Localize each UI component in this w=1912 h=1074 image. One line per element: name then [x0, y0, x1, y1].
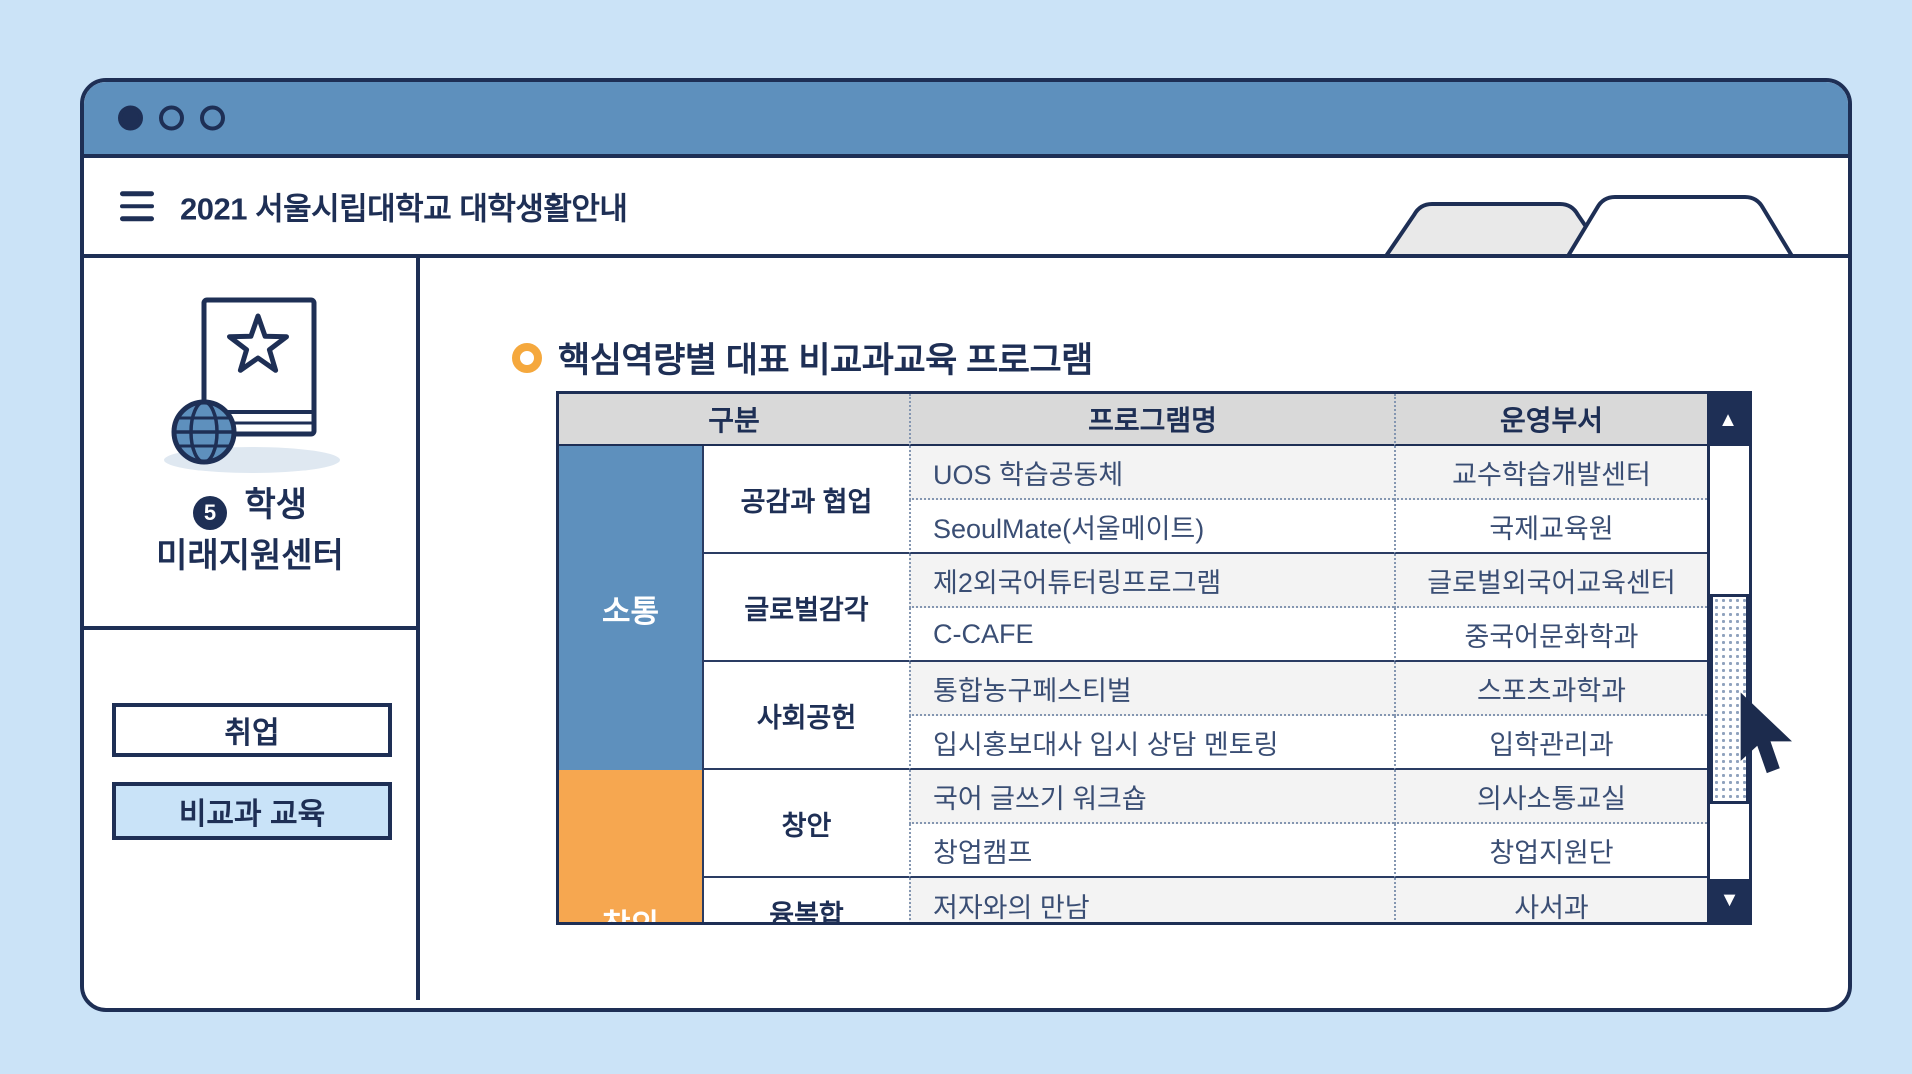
hamburger-menu-icon[interactable]	[120, 191, 154, 221]
book-globe-illustration	[164, 297, 340, 473]
window-dot-3-icon[interactable]	[200, 105, 225, 131]
subcategory-cell: 공감과 협업	[704, 446, 909, 554]
department-cell: 입학관리과	[1394, 716, 1707, 770]
app-title: 2021 서울시립대학교 대학생활안내	[180, 191, 628, 227]
department-cell: 사서과	[1394, 878, 1707, 922]
program-table: 구분 프로그램명 운영부서 ▲ 소통 창의 공감과 협업 글로벌감각 사회공헌 …	[556, 391, 1752, 925]
program-cell: 창업캠프	[909, 824, 1394, 878]
number-5-badge: 5	[192, 495, 227, 530]
window-dot-2-icon[interactable]	[159, 105, 184, 131]
window-controls	[118, 105, 225, 131]
department-cell: 스포츠과학과	[1394, 662, 1707, 716]
program-cell: 저자와의 만남	[909, 878, 1394, 922]
triangle-up-icon: ▲	[1718, 408, 1738, 431]
program-cell: C-CAFE	[909, 608, 1394, 662]
program-cell: 입시홍보대사 입시 상담 멘토링	[909, 716, 1394, 770]
program-cell: 통합농구페스티벌	[909, 662, 1394, 716]
content-area: 5 학생 미래지원센터 취업 비교과 교육 핵심역량별 대표 비교과교육 프로그…	[84, 258, 1848, 1000]
window-titlebar	[84, 82, 1848, 158]
subcategory-cell: 사회공헌	[704, 662, 909, 770]
scroll-down-button[interactable]: ▼	[1710, 879, 1749, 922]
program-cell: SeoulMate(서울메이트)	[909, 500, 1394, 554]
folder-tab-active[interactable]	[1566, 195, 1794, 256]
subcategory-cell: 글로벌감각	[704, 554, 909, 662]
scroll-up-button[interactable]: ▲	[1707, 394, 1749, 446]
program-cell: UOS 학습공동체	[909, 446, 1394, 500]
category-cell-communication: 소통	[559, 446, 704, 770]
star-icon	[227, 313, 289, 373]
mouse-cursor-icon	[1740, 692, 1792, 774]
window-dot-1-icon[interactable]	[118, 105, 143, 131]
subcategory-cell: 융복합	[769, 900, 844, 925]
center-name: 5 학생 미래지원센터	[84, 480, 416, 582]
book-icon	[201, 297, 317, 437]
subcategory-cell: 창안	[704, 770, 909, 878]
department-cell: 중국어문화학과	[1394, 608, 1707, 662]
category-cell-creativity: 창의	[559, 770, 704, 922]
column-header-category: 구분	[559, 394, 909, 446]
sidebar: 5 학생 미래지원센터 취업 비교과 교육	[84, 258, 420, 1000]
browser-window: 2021 서울시립대학교 대학생활안내 5 학생 미	[80, 78, 1852, 1012]
heading-bullet-icon	[512, 342, 542, 373]
column-header-department: 운영부서	[1394, 394, 1707, 446]
section-heading: 핵심역량별 대표 비교과교육 프로그램	[512, 332, 1093, 383]
department-cell: 국제교육원	[1394, 500, 1707, 554]
sidebar-item-extracurricular[interactable]: 비교과 교육	[112, 782, 392, 840]
program-cell: 국어 글쓰기 워크숍	[909, 770, 1394, 824]
department-cell: 창업지원단	[1394, 824, 1707, 878]
program-cell: 제2외국어튜터링프로그램	[909, 554, 1394, 608]
column-header-program: 프로그램명	[909, 394, 1394, 446]
sidebar-divider	[84, 626, 416, 630]
main-panel: 핵심역량별 대표 비교과교육 프로그램 구분 프로그램명 운영부서 ▲ 소통 창…	[420, 258, 1848, 1000]
triangle-down-icon: ▼	[1719, 889, 1740, 911]
sidebar-item-employment[interactable]: 취업	[112, 703, 392, 757]
department-cell: 의사소통교실	[1394, 770, 1707, 824]
center-name-line2: 미래지원센터	[156, 537, 344, 575]
toolbar: 2021 서울시립대학교 대학생활안내	[84, 158, 1848, 258]
folder-tab-inactive[interactable]	[1384, 202, 1608, 256]
scrollbar-track[interactable]: ▼	[1707, 446, 1749, 922]
center-name-line1: 5 학생	[84, 480, 416, 531]
department-cell: 글로벌외국어교육센터	[1394, 554, 1707, 608]
department-cell: 교수학습개발센터	[1394, 446, 1707, 500]
section-heading-text: 핵심역량별 대표 비교과교육 프로그램	[558, 341, 1093, 380]
